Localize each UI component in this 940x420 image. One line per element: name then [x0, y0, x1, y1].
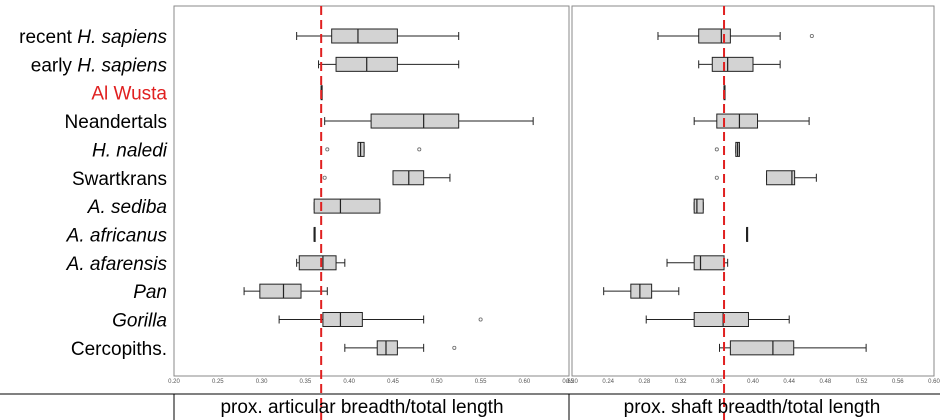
- box-iqr: [729, 340, 795, 356]
- plot-frame-shaft: [571, 5, 935, 377]
- boxplot-pan-articular: [243, 283, 328, 299]
- x-tick-label: 0.56: [892, 379, 904, 385]
- box-iqr: [630, 283, 653, 299]
- group-label: Neandertals: [65, 112, 167, 133]
- boxes-articular: [243, 28, 534, 356]
- group-label: early H. sapiens: [31, 55, 168, 76]
- box-iqr: [711, 56, 754, 72]
- x-tick-label: 0.40: [343, 379, 355, 385]
- plot-frame-articular: [173, 5, 570, 377]
- x-ticks-articular: 0.20 0.25 0.30 0.35 0.40 0.45 0.50 0.55 0.60 0.65: [168, 379, 575, 385]
- x-tick-label: 0.28: [639, 379, 651, 385]
- x-axis-label-articular: prox. articular breadth/total length: [220, 397, 503, 418]
- boxplot-recent-h-sapiens-articular: [296, 28, 460, 44]
- group-label: A. sediba: [87, 197, 167, 218]
- box-iqr: [766, 170, 796, 186]
- x-tick-label: 0.44: [783, 379, 795, 385]
- outlier-point: [478, 317, 483, 322]
- box-iqr: [313, 198, 381, 214]
- x-ticks-shaft: 0.20 0.24 0.28 0.32 0.36 0.40 0.44 0.48 0.52 0.56…: [566, 379, 940, 385]
- box-iqr: [259, 283, 302, 299]
- x-tick-label: 0.52: [856, 379, 868, 385]
- group-label: Al Wusta: [91, 84, 167, 105]
- boxplot-h-naledi-shaft: [714, 141, 740, 157]
- boxplot-cercopiths--shaft: [719, 340, 867, 356]
- boxplot-neandertals-shaft: [693, 113, 810, 129]
- x-tick-label: 0.25: [212, 379, 224, 385]
- group-label: recent H. sapiens: [19, 27, 167, 48]
- group-label: Swartkrans: [72, 169, 167, 190]
- boxplot-a-sediba-articular: [313, 198, 381, 214]
- outlier-point: [325, 147, 330, 152]
- x-axis-label-shaft: prox. shaft breadth/total length: [624, 397, 881, 418]
- group-label: A. africanus: [66, 225, 168, 246]
- panel-articular: 0.20 0.25 0.30 0.35 0.40 0.45 0.50 0.55 0.60 0.65: [168, 5, 575, 420]
- boxes-shaft: [603, 28, 867, 356]
- box-iqr: [693, 255, 725, 271]
- group-labels: recent H. sapiens early H. sapiens Al Wust…: [19, 27, 168, 360]
- outlier-point: [322, 175, 327, 180]
- outlier-point: [714, 175, 719, 180]
- group-label: H. naledi: [92, 140, 168, 161]
- x-tick-label: 0.45: [387, 379, 399, 385]
- x-tick-label: 0.50: [431, 379, 443, 385]
- boxplot-h-naledi-articular: [325, 141, 422, 157]
- x-tick-label: 0.48: [820, 379, 832, 385]
- boxplot-neandertals-articular: [324, 113, 534, 129]
- x-tick-label: 0.65: [562, 379, 574, 385]
- box-iqr: [376, 340, 398, 356]
- boxplot-pan-shaft: [603, 283, 680, 299]
- box-iqr: [322, 312, 363, 327]
- panel-shaft: 0.20 0.24 0.28 0.32 0.36 0.40 0.44 0.48 0.52 0.56…: [566, 5, 940, 420]
- boxplot-early-h-sapiens-shaft: [698, 56, 781, 72]
- boxplot-swartkrans-shaft: [714, 170, 817, 186]
- x-tick-label: 0.30: [256, 379, 268, 385]
- boxplot-a-afarensis-shaft: [666, 255, 729, 271]
- x-tick-label: 0.20: [168, 379, 180, 385]
- box-iqr: [370, 113, 460, 129]
- x-tick-label: 0.40: [747, 379, 759, 385]
- boxplot-a-sediba-shaft: [693, 198, 704, 214]
- box-iqr: [298, 255, 337, 271]
- boxplot-early-h-sapiens-articular: [318, 56, 460, 72]
- boxplot-a-africanus-shaft: [746, 226, 749, 242]
- x-tick-label: 0.32: [675, 379, 687, 385]
- boxplot-recent-h-sapiens-shaft: [657, 28, 814, 44]
- x-tick-label: 0.60: [928, 379, 940, 385]
- box-iqr: [716, 113, 759, 129]
- box-iqr: [693, 198, 704, 214]
- group-label: A. afarensis: [66, 254, 168, 275]
- box-iqr: [693, 312, 749, 327]
- group-label: Cercopiths.: [71, 339, 167, 360]
- boxplot-swartkrans-articular: [322, 170, 451, 186]
- box-iqr: [698, 28, 731, 44]
- boxplot-a-africanus-articular: [313, 226, 316, 242]
- group-label: Pan: [133, 282, 167, 303]
- x-tick-label: 0.36: [711, 379, 723, 385]
- x-tick-label: 0.24: [602, 379, 614, 385]
- boxplot-gorilla-shaft: [645, 312, 790, 327]
- boxplot-cercopiths--articular: [344, 340, 457, 356]
- box-iqr: [331, 28, 398, 44]
- outlier-point: [809, 34, 814, 39]
- x-tick-label: 0.55: [475, 379, 487, 385]
- x-tick-label: 0.60: [519, 379, 531, 385]
- group-label: Gorilla: [112, 311, 167, 332]
- boxplot-gorilla-articular: [278, 312, 483, 327]
- outlier-point: [452, 345, 457, 350]
- x-tick-label: 0.20: [566, 379, 578, 385]
- x-tick-label: 0.35: [300, 379, 312, 385]
- outlier-point: [714, 147, 719, 152]
- outlier-point: [417, 147, 422, 152]
- boxplot-a-afarensis-articular: [296, 255, 346, 271]
